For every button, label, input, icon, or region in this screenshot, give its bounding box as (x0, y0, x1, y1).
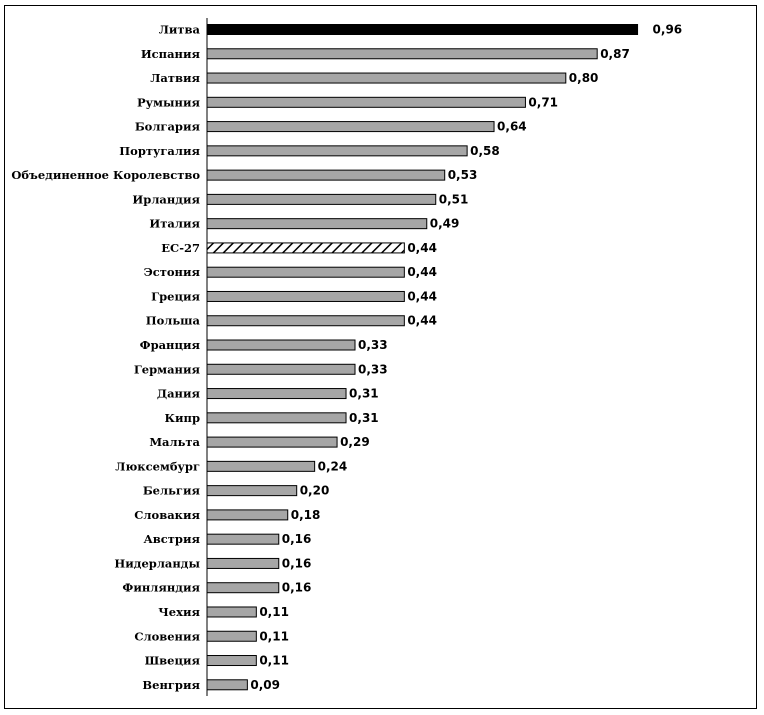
category-label: Германия (134, 362, 201, 376)
bar (206, 169, 446, 181)
bar (206, 485, 298, 497)
category-label: Португалия (119, 144, 200, 158)
bar (206, 290, 405, 302)
value-label: 0,51 (439, 192, 469, 206)
value-label: 0,33 (358, 362, 388, 376)
category-label: Венгрия (142, 678, 200, 692)
bar (206, 242, 405, 254)
bars-group: Литва 0,96 Испания 0,87 Латвия 0,80 Румыния 0,7… (11, 23, 682, 692)
value-label: 0,31 (349, 411, 379, 425)
category-label: Болгария (135, 120, 201, 134)
category-label: Италия (149, 217, 200, 231)
bar (206, 72, 567, 84)
value-label: 0,16 (282, 556, 312, 570)
bar (206, 363, 356, 375)
value-label: 0,31 (349, 387, 379, 401)
value-label: 0,20 (300, 484, 330, 498)
value-label: 0,44 (407, 265, 437, 279)
category-label: Мальта (149, 435, 200, 449)
category-label: Греция (151, 289, 200, 303)
value-label: 0,80 (569, 71, 599, 85)
bar (206, 48, 598, 60)
category-label: Литва (159, 23, 201, 37)
value-label: 0,44 (407, 314, 437, 328)
bar (206, 412, 347, 424)
bar (206, 96, 526, 108)
value-label: 0,64 (497, 120, 527, 134)
value-label: 0,11 (259, 605, 289, 619)
bar (206, 193, 437, 205)
bar (206, 533, 280, 545)
category-label: Швеция (145, 654, 201, 668)
value-label: 0,24 (318, 459, 348, 473)
bar (206, 655, 257, 667)
value-label: 0,44 (407, 289, 437, 303)
category-label: Чехия (158, 605, 200, 619)
bar (206, 121, 495, 133)
bar (206, 606, 257, 618)
bar (206, 679, 248, 691)
value-label: 0,87 (600, 47, 630, 61)
value-label: 0,96 (653, 23, 683, 37)
bar (206, 218, 428, 230)
category-label: Латвия (150, 71, 200, 85)
value-label: 0,16 (282, 532, 312, 546)
category-label: Франция (140, 338, 201, 352)
category-label: Австрия (143, 532, 200, 546)
bar (206, 557, 280, 569)
value-label: 0,58 (470, 144, 500, 158)
bar (206, 509, 289, 521)
chart-frame (4, 5, 757, 709)
category-label: Польша (146, 314, 201, 328)
bar (206, 388, 347, 400)
bar (206, 266, 405, 278)
category-label: Дания (157, 387, 201, 401)
value-label: 0,11 (259, 629, 289, 643)
bar (206, 315, 405, 327)
value-label: 0,29 (340, 435, 370, 449)
bar (206, 24, 639, 35)
value-label: 0,44 (407, 241, 437, 255)
value-label: 0,71 (528, 95, 558, 109)
category-label: Ирландия (132, 192, 200, 206)
bar (206, 460, 316, 472)
value-label: 0,11 (259, 654, 289, 668)
bar (206, 582, 280, 594)
category-label: Финляндия (122, 581, 200, 595)
category-label: Нидерланды (114, 556, 200, 570)
category-label: Эстония (144, 265, 201, 279)
value-label: 0,49 (430, 217, 460, 231)
category-label: Словакия (134, 508, 200, 522)
category-label: ЕС-27 (161, 241, 200, 255)
bar (206, 630, 257, 642)
category-label: Бельгия (143, 484, 201, 498)
bar (206, 145, 468, 157)
value-label: 0,53 (448, 168, 478, 182)
category-label: Словения (134, 629, 200, 643)
value-label: 0,18 (291, 508, 321, 522)
bar (206, 436, 338, 448)
category-label: Испания (141, 47, 201, 61)
category-label: Люксембург (115, 459, 200, 473)
category-label: Объединенное Королевство (11, 168, 200, 182)
category-label: Кипр (165, 411, 200, 425)
value-label: 0,16 (282, 581, 312, 595)
value-label: 0,33 (358, 338, 388, 352)
bar (206, 339, 356, 351)
value-label: 0,09 (250, 678, 280, 692)
category-label: Румыния (137, 95, 200, 109)
